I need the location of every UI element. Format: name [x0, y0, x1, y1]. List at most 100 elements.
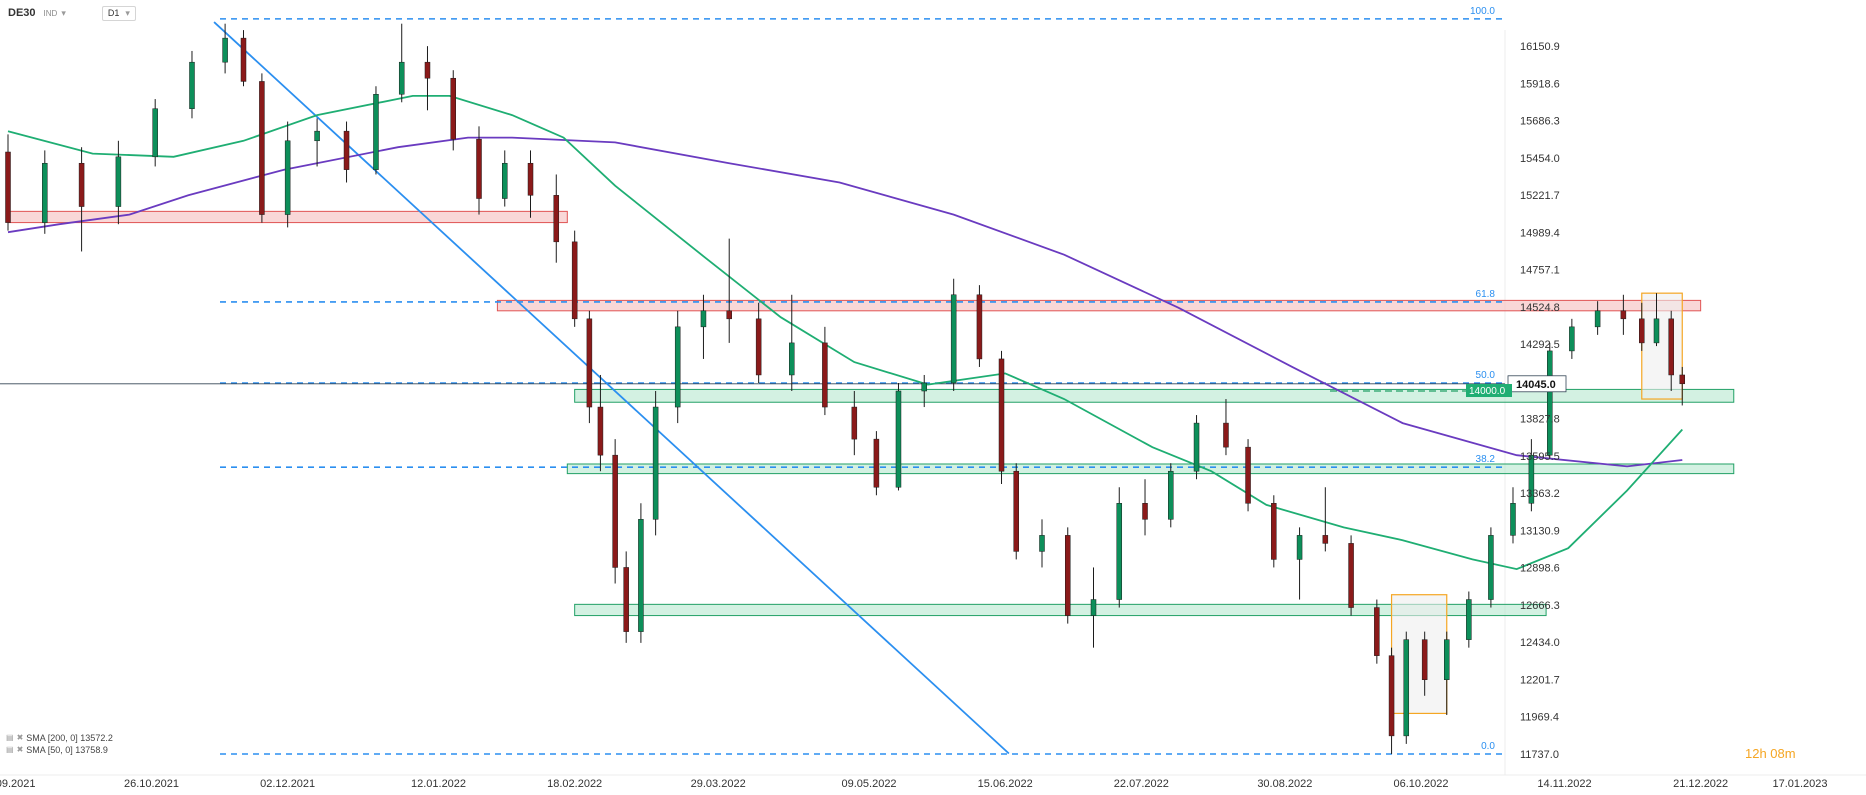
candle-body — [240, 37, 247, 82]
fib-level-label: 61.8 — [1476, 289, 1496, 300]
y-tick-label: 12201.7 — [1520, 674, 1560, 686]
fib-level-label: 100.0 — [1470, 6, 1495, 17]
candle-body — [755, 318, 762, 376]
y-tick-label: 13130.9 — [1520, 525, 1560, 537]
y-tick-label: 13827.8 — [1520, 414, 1560, 426]
x-tick-label: 29.03.2022 — [691, 778, 746, 790]
y-tick-label: 14524.8 — [1520, 302, 1560, 314]
x-tick-label: 12.01.2022 — [411, 778, 466, 790]
candle-body — [674, 326, 681, 408]
y-tick-label: 11737.0 — [1520, 749, 1559, 761]
tag-level-box — [1466, 384, 1512, 398]
support-zone — [574, 388, 1735, 403]
candle-body — [527, 162, 534, 196]
candle-body — [1620, 310, 1627, 320]
candle-body — [1142, 503, 1148, 520]
candle-body — [586, 318, 593, 408]
y-tick-label: 15221.7 — [1520, 190, 1560, 202]
indicator-legend: ▤ ✖ SMA [200, 0] 13572.2 ▤ ✖ SMA [50, 0]… — [6, 732, 113, 756]
candle-body — [1116, 503, 1123, 600]
legend-sma50-label: SMA [50, 0] 13758.9 — [26, 745, 108, 755]
timeframe-select[interactable]: D1 ▾ — [101, 5, 136, 21]
x-tick-label: 15.06.2022 — [978, 778, 1033, 790]
candle-body — [1223, 422, 1229, 448]
indicator-settings-icon[interactable]: ▤ — [6, 733, 14, 742]
x-tick-label: 17.09.2021 — [0, 778, 36, 790]
y-tick-label: 11969.4 — [1520, 712, 1559, 724]
x-tick-label: 30.08.2022 — [1257, 778, 1312, 790]
remove-indicator-icon[interactable]: ✖ — [16, 733, 24, 742]
candle-body — [1653, 318, 1660, 344]
candle-body — [398, 61, 405, 95]
candle-body — [78, 162, 85, 207]
x-tick-label: 06.10.2022 — [1393, 778, 1448, 790]
candle-body — [424, 61, 431, 79]
candle-body — [284, 140, 291, 215]
candle-body — [450, 77, 456, 140]
candle-body — [1403, 639, 1410, 737]
highlight-box — [1390, 594, 1448, 715]
symbol-label[interactable]: DE30 — [8, 7, 36, 19]
fib-level-label: 0.0 — [1481, 741, 1495, 752]
support-zone — [574, 603, 1547, 617]
candle-body — [950, 294, 957, 384]
candle-body — [5, 151, 11, 223]
remove-indicator-icon[interactable]: ✖ — [16, 745, 24, 754]
candle-body — [1064, 535, 1071, 616]
candle-body — [1639, 318, 1645, 344]
candle-body — [1271, 503, 1277, 560]
candle-body — [502, 162, 508, 199]
candle-body — [553, 195, 560, 243]
candle-body — [822, 342, 828, 408]
chevron-down-icon: ▾ — [125, 7, 130, 18]
candle-body — [1245, 446, 1251, 504]
candle-body — [476, 138, 482, 199]
candle-body — [1528, 454, 1535, 504]
candle-body — [1374, 607, 1380, 656]
candle-body — [343, 130, 350, 170]
legend-row-sma200[interactable]: ▤ ✖ SMA [200, 0] 13572.2 — [6, 732, 113, 744]
candle-body — [726, 310, 732, 320]
candle-body — [652, 406, 659, 520]
candle-body — [1039, 535, 1045, 552]
symbol-dropdown-icon[interactable]: ▾ — [61, 7, 66, 18]
candle-body — [373, 94, 379, 170]
candle-body — [42, 162, 48, 223]
x-tick-label: 02.12.2021 — [260, 778, 315, 790]
candle-body — [571, 241, 578, 320]
fib-level-label: 50.0 — [1476, 370, 1496, 381]
candle-body — [222, 37, 228, 63]
candle-body — [1668, 318, 1674, 376]
y-tick-label: 14757.1 — [1520, 265, 1560, 277]
candle-body — [789, 342, 795, 376]
candle-body — [976, 294, 983, 360]
candle-body — [1322, 535, 1329, 544]
current-price-tag — [1507, 375, 1567, 393]
sma50-line — [7, 95, 1683, 571]
chart-toolbar: DE30 IND ▾ D1 ▾ — [0, 0, 136, 26]
candle-body — [1466, 599, 1472, 640]
candle-body — [895, 390, 902, 488]
x-tick-label: 17.01.2023 — [1772, 778, 1827, 790]
candle-body — [1594, 310, 1601, 328]
highlight-box — [1641, 292, 1683, 400]
candle-body — [1679, 374, 1686, 385]
tag-level-label: 14000.0 — [1469, 386, 1506, 397]
x-tick-label: 14.11.2022 — [1537, 778, 1591, 790]
candle-body — [189, 61, 195, 109]
candle-body — [1013, 470, 1019, 552]
legend-row-sma50[interactable]: ▤ ✖ SMA [50, 0] 13758.9 — [6, 744, 113, 756]
sma200-line — [7, 136, 1683, 468]
x-tick-label: 18.02.2022 — [547, 778, 602, 790]
candle-body — [873, 438, 880, 488]
candle-body — [851, 406, 858, 440]
x-tick-label: 22.07.2022 — [1114, 778, 1169, 790]
candle-body — [623, 567, 629, 632]
candle-body — [921, 382, 927, 392]
timeframe-value: D1 — [107, 8, 120, 18]
candle-body — [1090, 599, 1097, 616]
y-tick-label: 12434.0 — [1520, 637, 1560, 649]
indicator-settings-icon[interactable]: ▤ — [6, 745, 14, 754]
